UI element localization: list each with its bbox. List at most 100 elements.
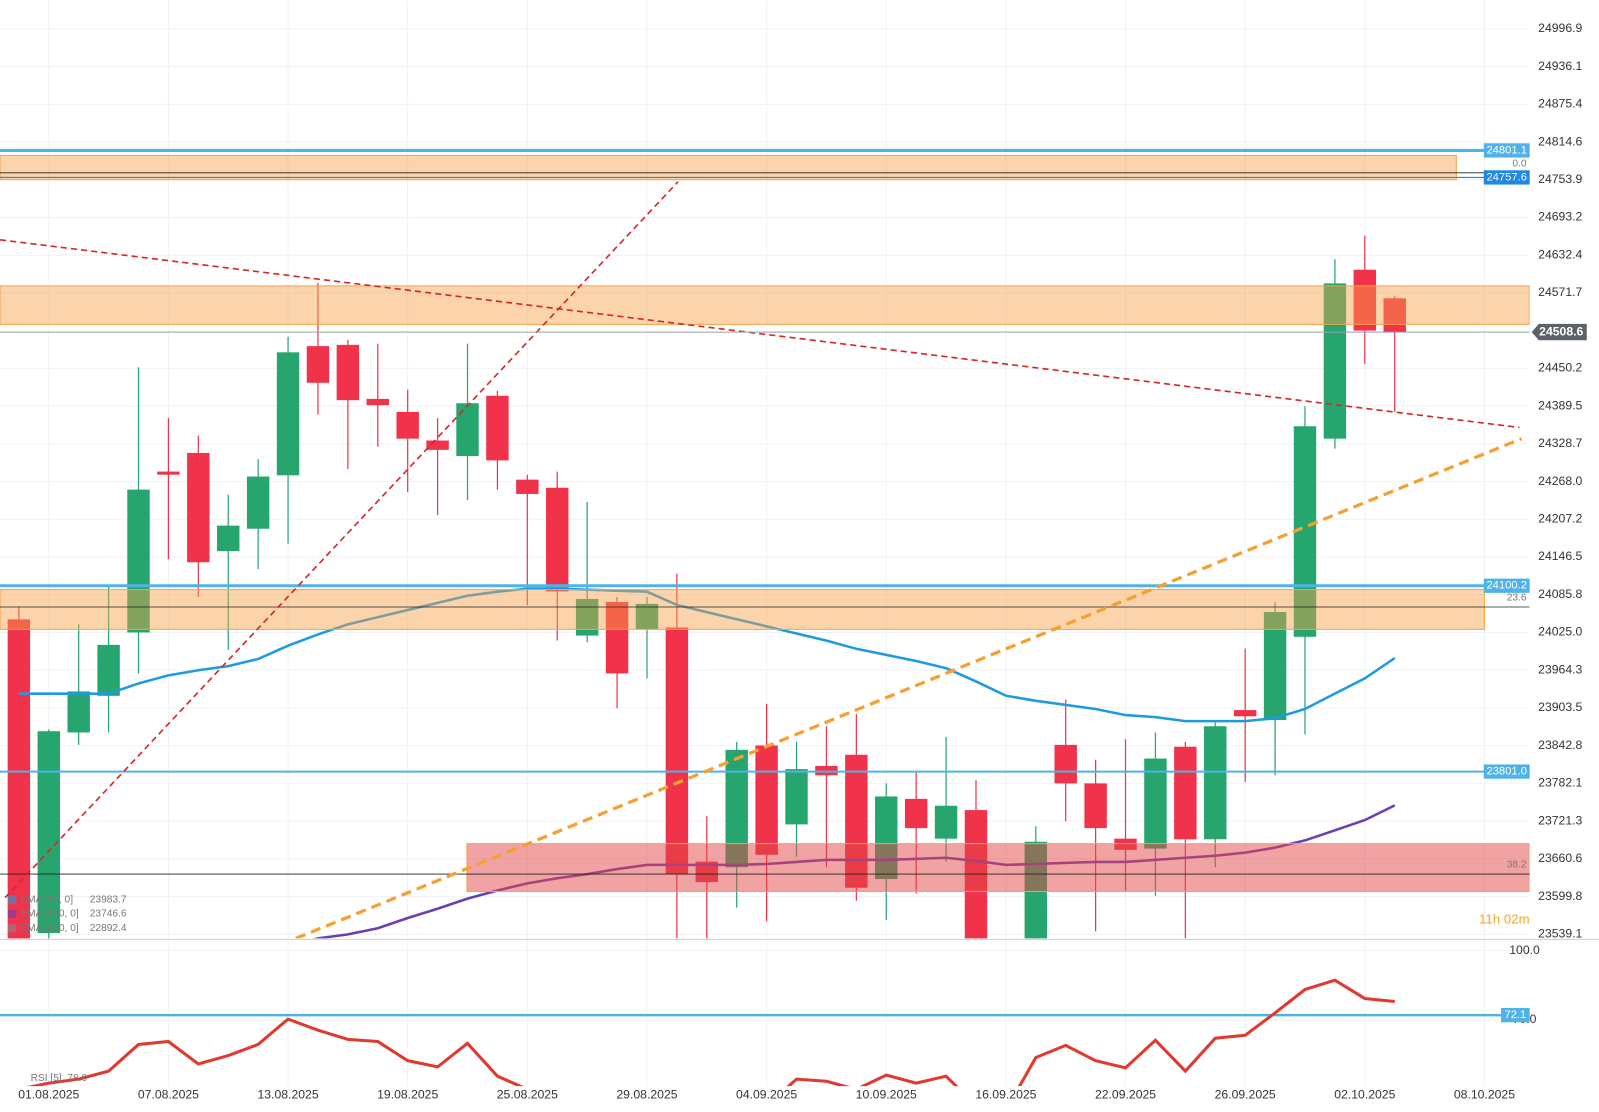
y-tick-label: 24207.2 — [1538, 512, 1582, 526]
y-tick-label: 23782.1 — [1538, 776, 1582, 790]
candle-body — [217, 525, 240, 552]
candle-body — [1263, 611, 1287, 721]
candle-body — [366, 398, 390, 406]
y-tick-label: 24936.1 — [1538, 59, 1582, 73]
candle-body — [785, 769, 808, 825]
x-tick-label: 13.08.2025 — [257, 1088, 318, 1102]
y-tick-label: 24814.6 — [1538, 134, 1582, 148]
level-label-box — [1483, 170, 1530, 185]
y-tick-label: 23599.8 — [1538, 889, 1582, 903]
candle-body — [755, 745, 778, 855]
y-tick-label: 23964.3 — [1538, 662, 1582, 676]
candle-body — [1204, 726, 1227, 840]
candle-body — [1383, 298, 1406, 333]
level-label-box — [1483, 578, 1530, 593]
candle-body — [336, 344, 360, 401]
level-label: 23801.0 — [1486, 766, 1527, 778]
level-label-box — [1483, 143, 1530, 158]
candle-body — [396, 411, 419, 439]
legend-swatch — [8, 895, 17, 904]
legend-value: 22892.4 — [90, 923, 127, 934]
y-tick-label: 24753.9 — [1538, 172, 1582, 186]
candle-body — [187, 452, 210, 563]
x-tick-label: 29.08.2025 — [616, 1088, 677, 1102]
candle-body — [157, 471, 180, 475]
candle-body — [635, 603, 659, 630]
y-tick-label: 24875.4 — [1538, 96, 1582, 110]
y-tick-label: 23721.3 — [1538, 813, 1582, 827]
candle-body — [7, 619, 31, 939]
candle-body — [1233, 710, 1257, 717]
rsi-level-label: 72.1 — [1504, 1009, 1526, 1021]
legend-swatch — [8, 909, 17, 919]
trendline — [4, 181, 679, 899]
candle-body — [1293, 426, 1317, 637]
fib-label: 0.0 — [1512, 158, 1526, 169]
rsi-legend-name: RSI [5] — [31, 1073, 62, 1084]
x-tick-label: 07.08.2025 — [138, 1088, 199, 1102]
fib-label: 23.6 — [1507, 592, 1527, 603]
rsi-line — [26, 978, 1395, 1087]
y-tick-label: 24025.0 — [1538, 625, 1582, 639]
candle-body — [1054, 744, 1077, 784]
current-price-label: 24508.6 — [1539, 324, 1583, 338]
legend-name: EMA [100, 0] — [20, 909, 78, 920]
candle-body — [456, 403, 479, 457]
candle-body — [575, 598, 599, 636]
legend-name: EMA [200, 0] — [20, 923, 78, 934]
x-axis-strip — [0, 1086, 1599, 1112]
legend-name: EMA [50, 0] — [20, 894, 73, 905]
candle-body — [276, 352, 300, 476]
legend-value: 23746.6 — [90, 909, 127, 920]
candle-body — [246, 476, 270, 529]
y-tick-label: 24146.5 — [1538, 549, 1582, 563]
candle-body — [1144, 758, 1167, 849]
current-price-box — [1531, 323, 1587, 341]
candle-body — [306, 346, 330, 383]
candle-body — [904, 798, 928, 829]
rsi-tick-label: 100.0 — [1509, 943, 1540, 957]
zone — [0, 589, 1485, 630]
candle-body — [37, 731, 60, 934]
fib-label: 38.2 — [1507, 860, 1527, 871]
candle-body — [725, 749, 748, 868]
candle-body — [605, 602, 629, 674]
candle-body — [127, 489, 150, 633]
candle-body — [516, 479, 539, 494]
y-tick-label: 24328.7 — [1538, 436, 1582, 450]
candle-body — [1353, 269, 1377, 331]
x-tick-label: 04.09.2025 — [736, 1088, 797, 1102]
zone — [0, 154, 1457, 181]
x-tick-label: 02.10.2025 — [1334, 1088, 1395, 1102]
ema-line — [18, 587, 1396, 723]
countdown: 11h 02m — [1479, 912, 1530, 927]
y-tick-label: 24389.5 — [1538, 398, 1582, 412]
zone — [466, 843, 1530, 892]
price-pane — [0, 148, 1530, 939]
level-label: 24100.2 — [1486, 580, 1527, 592]
level-label: 24757.6 — [1486, 171, 1527, 183]
x-tick-label: 01.08.2025 — [18, 1088, 79, 1102]
y-tick-label: 23660.6 — [1538, 851, 1582, 865]
candle-body — [546, 487, 569, 592]
axes: 24996.9 24936.1 24875.4 24814.6 24753.9 24693… — [8, 21, 1587, 1102]
y-tick-label: 23842.8 — [1538, 738, 1582, 752]
y-tick-label: 23539.1 — [1538, 926, 1582, 940]
x-tick-label: 08.10.2025 — [1454, 1088, 1515, 1102]
y-tick-label: 24268.0 — [1538, 474, 1582, 488]
y-tick-label: 24632.4 — [1538, 247, 1582, 261]
zone — [0, 285, 1530, 325]
candle-body — [1323, 283, 1347, 439]
y-tick-label: 24693.2 — [1538, 210, 1582, 224]
candle-body — [665, 627, 689, 875]
x-tick-label: 16.09.2025 — [975, 1088, 1036, 1102]
rsi-level-box — [1501, 1007, 1530, 1023]
x-tick-label: 25.08.2025 — [497, 1088, 558, 1102]
y-tick-label: 23903.5 — [1538, 700, 1582, 714]
x-tick-label: 19.08.2025 — [377, 1088, 438, 1102]
y-tick-label: 24571.7 — [1538, 285, 1582, 299]
candle-body — [67, 691, 90, 733]
